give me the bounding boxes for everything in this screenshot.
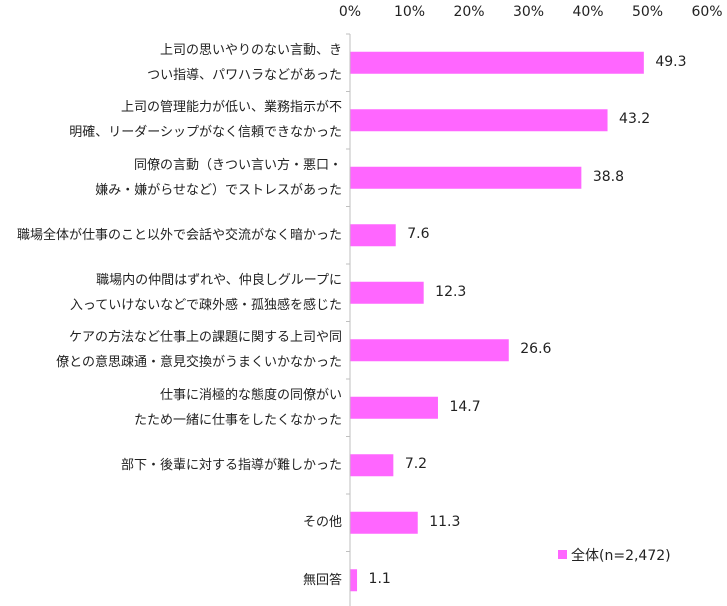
x-tick-label: 60% — [691, 4, 723, 20]
bar — [350, 109, 608, 132]
bar — [350, 224, 396, 247]
category-label: 上司の思いやりのない言動、き つい指導、パワハラなどがあった — [147, 42, 342, 83]
data-label: 14.7 — [449, 398, 481, 415]
bar — [350, 569, 358, 592]
x-tick-label: 50% — [631, 4, 664, 20]
bar — [350, 511, 418, 534]
x-tick-label: 40% — [572, 4, 604, 20]
bar — [350, 281, 424, 304]
category-label: ケアの方法など仕事上の課題に関する上司や同 僚との意思疎通・意見交換がうまくいか… — [56, 330, 342, 371]
category-label: その他 — [302, 515, 342, 531]
category-label: 仕事に消極的な態度の同僚がい たため一緒に仕事をしたくなかった — [133, 387, 342, 428]
legend-label: 全体(n=2,472) — [571, 548, 671, 564]
bar — [350, 51, 644, 74]
data-label: 49.3 — [655, 53, 687, 70]
data-label: 43.2 — [619, 111, 651, 128]
category-label: 同僚の言動（きつい言い方・悪口・ 嫌み・嫌がらせなど）でストレスがあった — [95, 157, 342, 198]
data-label: 7.6 — [407, 226, 430, 243]
data-label: 11.3 — [429, 513, 461, 530]
category-label: 職場内の仲間はずれや、仲良しグループに 入っていけないなどで疎外感・孤独感を感じ… — [69, 272, 342, 313]
bar — [350, 166, 582, 189]
data-label: 38.8 — [592, 168, 625, 185]
category-label: 職場全体が仕事のこと以外で会話や交流がなく暗かった — [16, 227, 342, 243]
category-label: 無回答 — [302, 572, 342, 588]
category-label: 部下・後輩に対する指導が難しかった — [120, 457, 342, 473]
bar — [350, 339, 509, 362]
x-tick-label: 30% — [512, 4, 545, 20]
category-label: 上司の管理能力が低い、業務指示が不 明確、リーダーシップがなく信頼できなかった — [69, 100, 342, 141]
legend-swatch — [558, 550, 567, 559]
data-label: 26.6 — [520, 341, 552, 358]
x-tick-label: 10% — [393, 4, 426, 20]
data-label: 7.2 — [404, 456, 428, 473]
data-label: 1.1 — [368, 571, 391, 588]
x-tick-label: 20% — [453, 4, 485, 20]
bar — [350, 396, 438, 419]
data-label: 12.3 — [435, 283, 467, 300]
x-tick-label: 0% — [338, 4, 362, 20]
bar — [350, 454, 394, 477]
legend: 全体(n=2,472) — [558, 545, 671, 565]
